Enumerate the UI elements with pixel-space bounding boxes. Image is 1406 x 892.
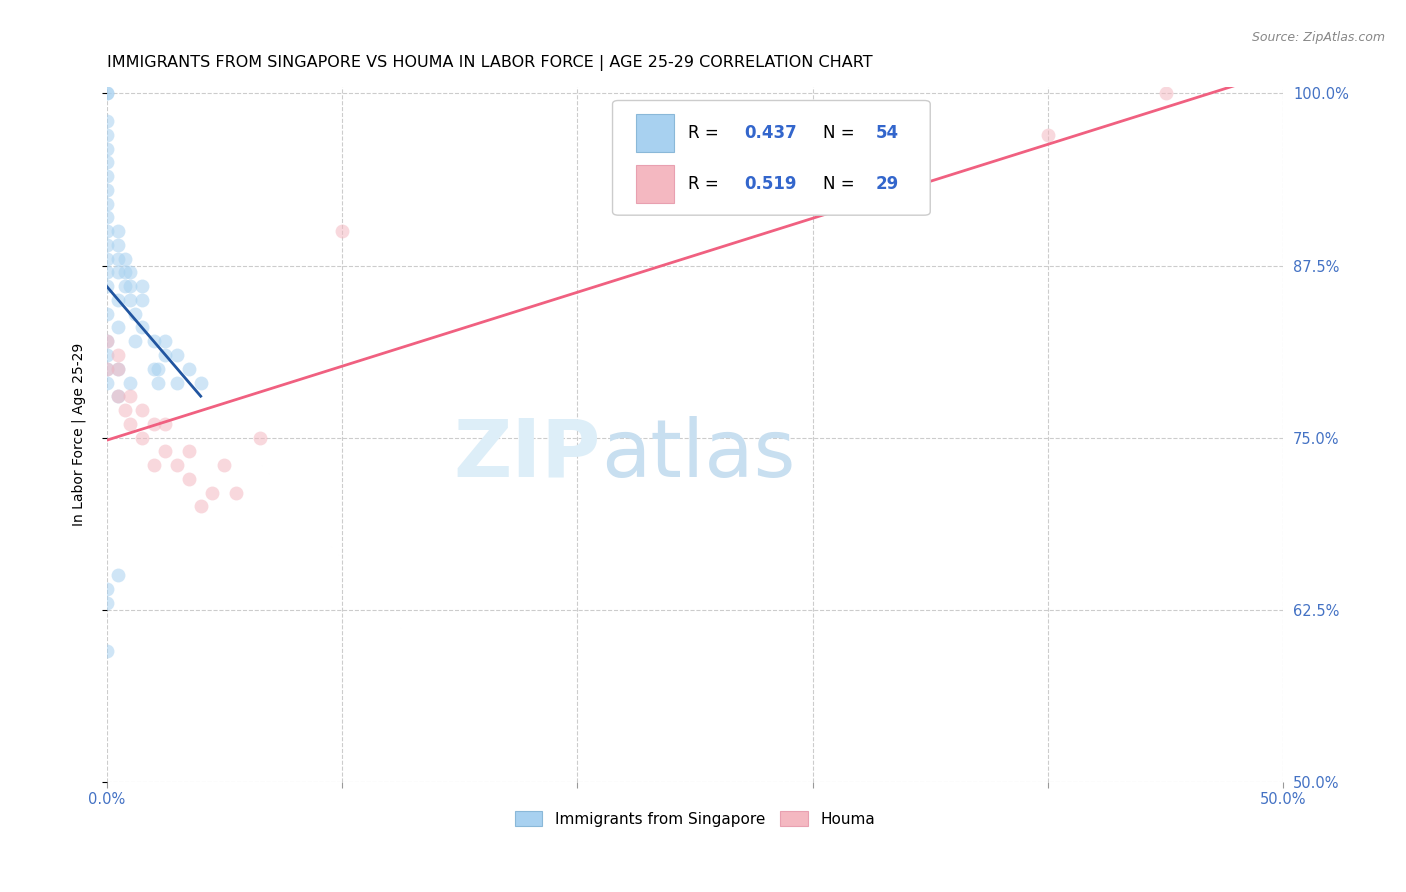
Point — [96, 361, 118, 376]
Point — [96, 252, 118, 266]
Point — [96, 87, 118, 101]
Point — [190, 376, 212, 390]
Point — [96, 307, 118, 321]
Point — [96, 279, 118, 293]
Point — [107, 252, 129, 266]
Text: Source: ZipAtlas.com: Source: ZipAtlas.com — [1251, 31, 1385, 45]
Point — [107, 361, 129, 376]
Point — [107, 265, 129, 279]
Point — [96, 334, 118, 349]
Point — [124, 334, 146, 349]
FancyBboxPatch shape — [636, 114, 673, 153]
Point — [96, 142, 118, 156]
Point — [96, 155, 118, 169]
Text: ZIP: ZIP — [454, 416, 600, 494]
Point — [96, 265, 118, 279]
Point — [155, 417, 177, 431]
Point — [107, 293, 129, 307]
Point — [96, 87, 118, 101]
Point — [114, 279, 136, 293]
Point — [96, 211, 118, 225]
Point — [190, 500, 212, 514]
Text: N =: N = — [823, 175, 860, 193]
FancyBboxPatch shape — [613, 101, 931, 215]
Point — [96, 196, 118, 211]
Point — [155, 334, 177, 349]
Text: 0.437: 0.437 — [744, 124, 797, 142]
Point — [142, 417, 165, 431]
Point — [120, 376, 142, 390]
FancyBboxPatch shape — [636, 165, 673, 203]
Point — [225, 485, 247, 500]
Point — [166, 458, 188, 472]
Point — [107, 361, 129, 376]
Point — [201, 485, 224, 500]
Text: 0.519: 0.519 — [744, 175, 797, 193]
Point — [177, 444, 200, 458]
Point — [96, 582, 118, 596]
Point — [177, 472, 200, 486]
Point — [114, 252, 136, 266]
Point — [96, 596, 118, 610]
Point — [107, 224, 129, 238]
Y-axis label: In Labor Force | Age 25-29: In Labor Force | Age 25-29 — [72, 343, 86, 525]
Legend: Immigrants from Singapore, Houma: Immigrants from Singapore, Houma — [509, 805, 882, 833]
Point — [1154, 87, 1177, 101]
Text: R =: R = — [688, 175, 724, 193]
Point — [142, 334, 165, 349]
Point — [155, 444, 177, 458]
Point — [114, 265, 136, 279]
Point — [114, 403, 136, 417]
Point — [96, 376, 118, 390]
Point — [107, 568, 129, 582]
Point — [148, 376, 170, 390]
Point — [148, 361, 170, 376]
Point — [120, 265, 142, 279]
Point — [124, 307, 146, 321]
Point — [155, 348, 177, 362]
Point — [96, 224, 118, 238]
Point — [96, 169, 118, 183]
Point — [166, 376, 188, 390]
Text: 29: 29 — [876, 175, 900, 193]
Point — [120, 417, 142, 431]
Point — [96, 128, 118, 142]
Point — [120, 389, 142, 403]
Point — [96, 183, 118, 197]
Point — [131, 403, 153, 417]
Point — [96, 334, 118, 349]
Point — [177, 361, 200, 376]
Point — [120, 279, 142, 293]
Text: IMMIGRANTS FROM SINGAPORE VS HOUMA IN LABOR FORCE | AGE 25-29 CORRELATION CHART: IMMIGRANTS FROM SINGAPORE VS HOUMA IN LA… — [107, 55, 872, 71]
Point — [131, 293, 153, 307]
Point — [212, 458, 235, 472]
Text: N =: N = — [823, 124, 860, 142]
Point — [107, 320, 129, 334]
Point — [96, 361, 118, 376]
Point — [107, 389, 129, 403]
Text: R =: R = — [688, 124, 724, 142]
Point — [330, 224, 353, 238]
Point — [1036, 128, 1059, 142]
Point — [131, 320, 153, 334]
Point — [131, 431, 153, 445]
Point — [142, 458, 165, 472]
Point — [107, 238, 129, 252]
Point — [107, 348, 129, 362]
Point — [131, 279, 153, 293]
Point — [249, 431, 271, 445]
Point — [107, 389, 129, 403]
Point — [96, 348, 118, 362]
Point — [96, 114, 118, 128]
Point — [142, 361, 165, 376]
Point — [166, 348, 188, 362]
Text: 54: 54 — [876, 124, 900, 142]
Text: atlas: atlas — [600, 416, 796, 494]
Point — [96, 644, 118, 658]
Point — [96, 238, 118, 252]
Point — [120, 293, 142, 307]
